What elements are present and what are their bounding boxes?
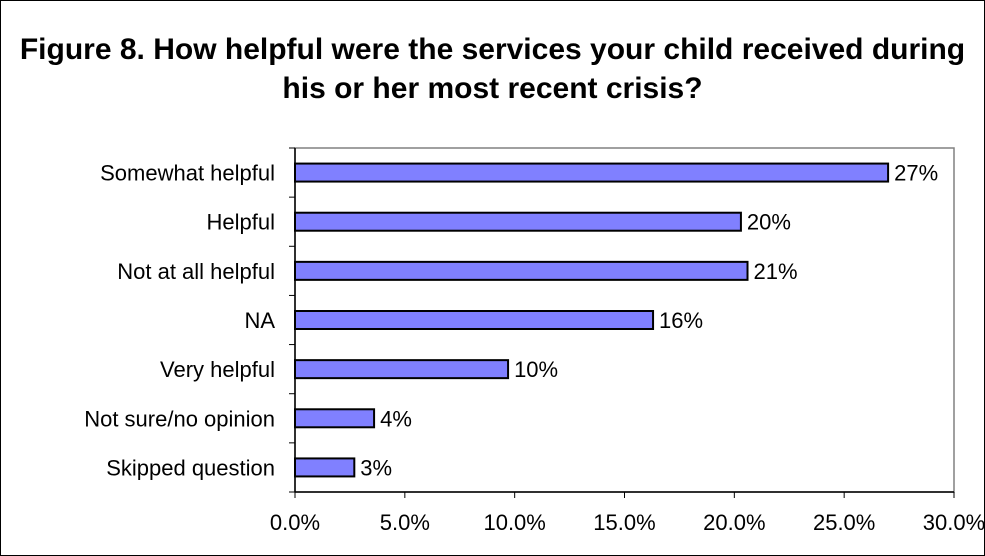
x-tick-label: 5.0%	[380, 510, 430, 535]
chart-title: Figure 8. How helpful were the services …	[19, 33, 966, 105]
category-label: Not sure/no opinion	[84, 406, 275, 431]
category-label: Skipped question	[106, 455, 275, 480]
bar	[294, 359, 510, 380]
data-label: 4%	[380, 406, 412, 431]
bar	[294, 310, 655, 330]
data-label: 16%	[659, 308, 703, 333]
data-label: 20%	[747, 210, 791, 235]
category-label: Helpful	[207, 210, 275, 235]
x-tick-label: 25.0%	[813, 510, 875, 535]
category-label: Not at all helpful	[117, 259, 275, 284]
bar	[294, 260, 749, 281]
data-label: 10%	[514, 357, 558, 382]
x-tick-label: 30.0%	[923, 510, 985, 535]
x-tick-label: 10.0%	[483, 510, 545, 535]
data-label: 27%	[894, 161, 938, 186]
bar	[294, 457, 356, 478]
data-label: 3%	[360, 455, 392, 480]
chart-marks: 0.0% 5.0% 10.0% 15.0% 20.0% 25.0% 30.0% Somewha…	[84, 147, 985, 535]
data-label: 21%	[754, 259, 798, 284]
category-label: NA	[244, 308, 275, 333]
x-tick-label: 20.0%	[703, 510, 765, 535]
category-label: Somewhat helpful	[100, 161, 275, 186]
bar	[294, 408, 376, 429]
x-tick-label: 0.0%	[270, 510, 320, 535]
bar	[294, 211, 742, 232]
bar	[294, 162, 890, 183]
category-label: Very helpful	[160, 357, 275, 382]
x-tick-label: 15.0%	[593, 510, 655, 535]
